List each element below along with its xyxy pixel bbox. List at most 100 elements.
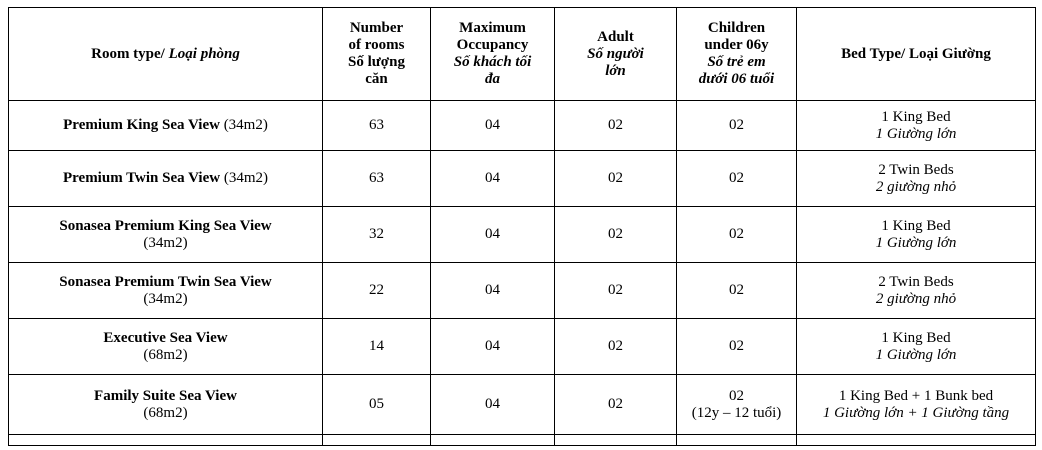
table-row: Executive Sea View (68m2) 14 04 02 02 1 K…: [8, 318, 1036, 375]
header-rooms-line: Number: [349, 20, 404, 36]
header-room-type-vi: Loại phòng: [168, 45, 240, 62]
header-maximum-occupancy: Maximum Occupancy Số khách tối đa: [430, 7, 555, 101]
room-size: (68m2): [143, 346, 188, 363]
bed-type-cell: 1 King Bed 1 Giường lớn: [796, 206, 1036, 263]
room-type-cell: Premium King Sea View (34m2): [8, 100, 323, 151]
header-rooms-line: of rooms: [348, 37, 405, 53]
room-size: (34m2): [220, 170, 268, 186]
room-type-cell: Family Suite Sea View (68m2): [8, 374, 323, 435]
bed-type-vi: 2 giường nhỏ: [875, 178, 957, 195]
bed-type-cell: 1 King Bed 1 Giường lớn: [796, 100, 1036, 151]
table-row: Premium King Sea View (34m2) 63 04 02 02…: [8, 100, 1036, 151]
max-occupancy-cell: 04: [430, 318, 555, 375]
room-name: Executive Sea View: [103, 329, 228, 346]
bed-type-en: 2 Twin Beds: [878, 273, 954, 290]
header-children-line: Children: [707, 20, 766, 36]
rooms-cell: 32: [322, 206, 431, 263]
empty-cell: [430, 434, 555, 446]
rooms-cell: 22: [322, 262, 431, 319]
bed-type-cell: 2 Twin Beds 2 giường nhỏ: [796, 262, 1036, 319]
room-name: Sonasea Premium King Sea View: [59, 217, 272, 234]
header-number-of-rooms: Number of rooms Số lượng căn: [322, 7, 431, 101]
bed-type-en: 1 King Bed: [881, 217, 951, 234]
room-type-cell: Sonasea Premium Twin Sea View (34m2): [8, 262, 323, 319]
bed-type-en: 1 King Bed: [881, 329, 951, 346]
adult-cell: 02: [554, 150, 677, 207]
header-children-line-vi: dưới 06 tuổi: [698, 71, 775, 87]
room-type-cell: Premium Twin Sea View (34m2): [8, 150, 323, 207]
table-row: Family Suite Sea View (68m2) 05 04 02 02(…: [8, 374, 1036, 435]
max-occupancy-cell: 04: [430, 100, 555, 151]
adult-cell: 02: [554, 100, 677, 151]
bed-type-en: 1 King Bed: [881, 108, 951, 125]
room-size: (34m2): [143, 234, 188, 251]
bed-type-vi: 1 Giường lớn: [875, 125, 957, 142]
empty-cell: [554, 434, 677, 446]
room-size: (68m2): [143, 404, 188, 421]
table-row-partial: [8, 434, 1036, 446]
adult-cell: 02: [554, 206, 677, 263]
empty-cell: [8, 434, 323, 446]
bed-type-cell: 1 King Bed + 1 Bunk bed 1 Giường lớn + 1 …: [796, 374, 1036, 435]
table-header-row: Room type/ Loại phòng Number of rooms Số…: [8, 7, 1036, 101]
children-cell: 02 (12y – 12 tuổi): [676, 374, 797, 435]
rooms-cell: 14: [322, 318, 431, 375]
room-name: Sonasea Premium Twin Sea View: [59, 273, 272, 290]
room-name: Premium King Sea View: [63, 117, 220, 133]
bed-type-vi: 2 giường nhỏ: [875, 290, 957, 307]
empty-cell: [676, 434, 797, 446]
empty-cell: [322, 434, 431, 446]
room-type-cell: Executive Sea View (68m2): [8, 318, 323, 375]
header-room-type: Room type/ Loại phòng: [8, 7, 323, 101]
max-occupancy-cell: 04: [430, 206, 555, 263]
room-size: (34m2): [219, 117, 268, 133]
header-rooms-line: căn: [365, 71, 388, 87]
room-types-table: Room type/ Loại phòng Number of rooms Số…: [8, 7, 1036, 446]
children-cell: 02: [676, 318, 797, 375]
bed-type-en: 2 Twin Beds: [878, 161, 954, 178]
header-room-type-en: Room type/: [91, 45, 169, 62]
table-row: Premium Twin Sea View (34m2) 63 04 02 02…: [8, 150, 1036, 207]
children-cell: 02: [676, 206, 797, 263]
room-type-cell: Sonasea Premium King Sea View (34m2): [8, 206, 323, 263]
bed-type-en: 1 King Bed + 1 Bunk bed: [838, 387, 994, 404]
children-cell: 02: [676, 100, 797, 151]
room-name: Premium Twin Sea View: [62, 170, 221, 186]
header-max-line-vi: Số khách tối: [453, 54, 532, 70]
header-children: Children under 06y Số trẻ em dưới 06 tuổ…: [676, 7, 797, 101]
header-children-line-vi: Số trẻ em: [707, 54, 766, 70]
children-note: (12y – 12 tuổi): [691, 404, 782, 421]
header-bed-type: Bed Type/ Loại Giường: [796, 7, 1036, 101]
children-cell: 02: [676, 150, 797, 207]
header-max-line: Maximum: [459, 20, 526, 36]
header-max-line: Occupancy: [456, 37, 529, 53]
header-max-line-vi: đa: [485, 71, 500, 87]
header-rooms-line: Số lượng: [348, 54, 405, 70]
header-adult: Adult Số người lớn: [554, 7, 677, 101]
rooms-cell: 63: [322, 100, 431, 151]
bed-type-cell: 1 King Bed 1 Giường lớn: [796, 318, 1036, 375]
adult-cell: 02: [554, 262, 677, 319]
adult-cell: 02: [554, 318, 677, 375]
children-value: 02: [729, 387, 744, 404]
table-row: Sonasea Premium Twin Sea View (34m2) 22 0…: [8, 262, 1036, 319]
header-adult-line: Adult: [597, 28, 634, 45]
header-bed-type-vi: Loại Giường: [908, 45, 991, 62]
rooms-cell: 63: [322, 150, 431, 207]
header-children-line: under 06y: [704, 37, 769, 53]
bed-type-vi: 1 Giường lớn: [875, 346, 957, 363]
header-adult-line-vi: lớn: [605, 62, 626, 79]
bed-type-vi: 1 Giường lớn: [875, 234, 957, 251]
rooms-cell: 05: [322, 374, 431, 435]
empty-cell: [796, 434, 1036, 446]
max-occupancy-cell: 04: [430, 262, 555, 319]
max-occupancy-cell: 04: [430, 374, 555, 435]
room-name: Family Suite Sea View: [94, 387, 237, 404]
table-row: Sonasea Premium King Sea View (34m2) 32 0…: [8, 206, 1036, 263]
room-size: (34m2): [143, 290, 188, 307]
max-occupancy-cell: 04: [430, 150, 555, 207]
header-adult-line-vi: Số người: [587, 45, 644, 62]
header-bed-type-en: Bed Type/: [841, 45, 909, 62]
bed-type-vi: 1 Giường lớn + 1 Giường tầng: [822, 404, 1010, 421]
adult-cell: 02: [554, 374, 677, 435]
